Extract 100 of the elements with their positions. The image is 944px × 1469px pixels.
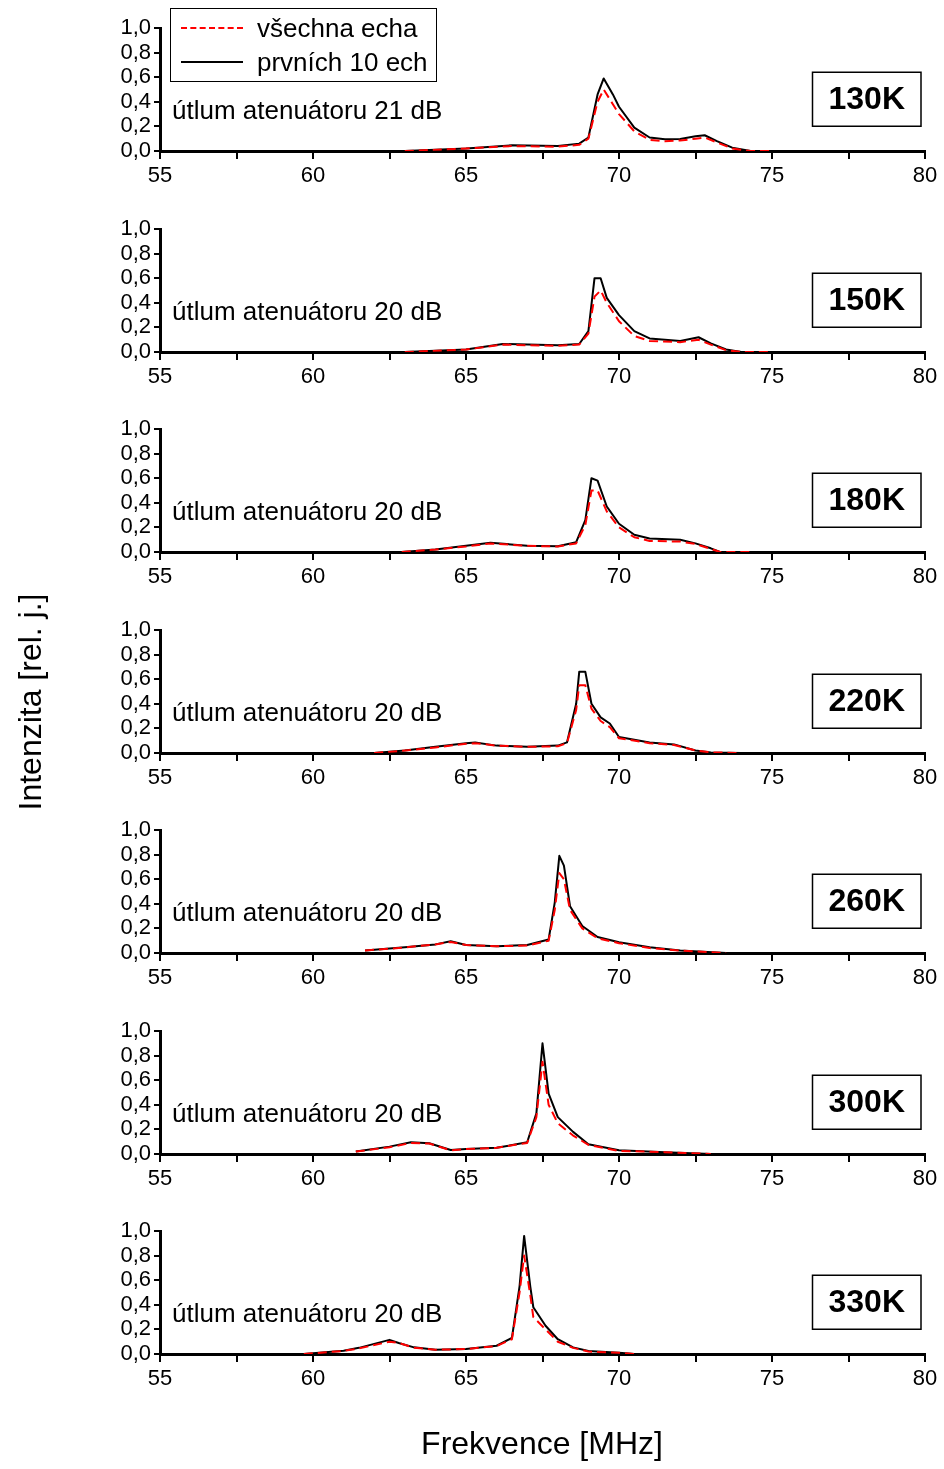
x-tick-label: 60: [300, 162, 326, 188]
annotation: útlum atenuátoru 20 dB: [172, 1297, 443, 1328]
y-tick-label: 1,0: [120, 415, 151, 441]
x-tick-label: 80: [912, 1164, 938, 1190]
y-tick-label: 0,6: [120, 1266, 151, 1292]
annotation: útlum atenuátoru 20 dB: [172, 896, 443, 927]
y-tick-label: 0,8: [120, 38, 151, 64]
y-tick-label: 0,6: [120, 1065, 151, 1091]
x-tick-label: 70: [606, 563, 632, 589]
y-tick-label: 0,0: [120, 939, 151, 965]
x-tick-label: 65: [453, 1365, 479, 1391]
annotation: 330K: [828, 1283, 905, 1320]
y-tick-label: 0,0: [120, 1139, 151, 1165]
y-tick-label: 1,0: [120, 214, 151, 240]
y-tick-label: 0,6: [120, 63, 151, 89]
x-tick-label: 65: [453, 563, 479, 589]
x-tick-label: 65: [453, 763, 479, 789]
annotation: 130K: [828, 80, 905, 117]
x-tick-label: 80: [912, 763, 938, 789]
annotation: 220K: [828, 681, 905, 718]
x-tick-label: 80: [912, 1365, 938, 1391]
y-tick-label: 0,4: [120, 488, 151, 514]
y-tick-label: 0,2: [120, 312, 151, 338]
x-tick-label: 60: [300, 1164, 326, 1190]
x-tick-label: 80: [912, 563, 938, 589]
annotation: útlum atenuátoru 21 dB: [172, 94, 443, 125]
y-tick-label: 0,6: [120, 263, 151, 289]
y-tick-label: 1,0: [120, 1016, 151, 1042]
x-tick-label: 70: [606, 964, 632, 990]
x-tick-label: 65: [453, 1164, 479, 1190]
x-tick-label: 80: [912, 362, 938, 388]
x-tick-label: 80: [912, 162, 938, 188]
y-tick-label: 0,0: [120, 137, 151, 163]
y-tick-label: 0,2: [120, 112, 151, 138]
x-tick-label: 55: [147, 1365, 173, 1391]
x-tick-label: 60: [300, 1365, 326, 1391]
annotation: útlum atenuátoru 20 dB: [172, 1097, 443, 1128]
x-tick-label: 75: [759, 1164, 785, 1190]
y-tick-label: 0,4: [120, 689, 151, 715]
x-tick-label: 70: [606, 162, 632, 188]
y-tick-label: 0,8: [120, 840, 151, 866]
x-tick-label: 60: [300, 964, 326, 990]
legend-label: prvních 10 ech: [257, 46, 428, 78]
y-tick-label: 1,0: [120, 1217, 151, 1243]
x-tick-label: 75: [759, 362, 785, 388]
y-tick-label: 0,0: [120, 1340, 151, 1366]
x-tick-label: 75: [759, 964, 785, 990]
annotation: útlum atenuátoru 20 dB: [172, 495, 443, 526]
y-tick-label: 0,4: [120, 1290, 151, 1316]
y-tick-label: 0,8: [120, 1041, 151, 1067]
x-tick-label: 75: [759, 162, 785, 188]
y-tick-label: 0,6: [120, 464, 151, 490]
annotation: 300K: [828, 1082, 905, 1119]
x-tick-label: 55: [147, 964, 173, 990]
x-tick-label: 60: [300, 763, 326, 789]
y-tick-label: 0,6: [120, 664, 151, 690]
y-tick-label: 1,0: [120, 615, 151, 641]
y-tick-label: 0,2: [120, 1315, 151, 1341]
x-tick-label: 55: [147, 1164, 173, 1190]
x-tick-label: 65: [453, 162, 479, 188]
y-tick-label: 0,2: [120, 1114, 151, 1140]
y-tick-label: 0,6: [120, 865, 151, 891]
x-tick-label: 70: [606, 763, 632, 789]
annotation: 260K: [828, 882, 905, 919]
x-tick-label: 55: [147, 362, 173, 388]
y-axis-title: Intenzita [rel. j.]: [11, 593, 49, 810]
annotation: útlum atenuátoru 20 dB: [172, 295, 443, 326]
y-tick-label: 0,0: [120, 738, 151, 764]
y-tick-label: 0,0: [120, 538, 151, 564]
x-tick-label: 60: [300, 362, 326, 388]
x-tick-label: 55: [147, 563, 173, 589]
y-tick-label: 1,0: [120, 816, 151, 842]
y-tick-label: 0,4: [120, 1090, 151, 1116]
y-tick-label: 1,0: [120, 14, 151, 40]
x-tick-label: 65: [453, 362, 479, 388]
x-tick-label: 70: [606, 1164, 632, 1190]
x-tick-label: 60: [300, 563, 326, 589]
x-tick-label: 55: [147, 763, 173, 789]
y-tick-label: 0,8: [120, 439, 151, 465]
x-tick-label: 75: [759, 563, 785, 589]
y-tick-label: 0,2: [120, 513, 151, 539]
y-tick-label: 0,8: [120, 1241, 151, 1267]
annotation: 180K: [828, 481, 905, 518]
x-tick-label: 70: [606, 1365, 632, 1391]
x-tick-label: 80: [912, 964, 938, 990]
y-tick-label: 0,8: [120, 239, 151, 265]
y-tick-label: 0,0: [120, 337, 151, 363]
x-axis-title: Frekvence [MHz]: [421, 1425, 663, 1462]
y-tick-label: 0,4: [120, 889, 151, 915]
y-tick-label: 0,4: [120, 87, 151, 113]
y-tick-label: 0,2: [120, 914, 151, 940]
x-tick-label: 75: [759, 763, 785, 789]
y-tick-label: 0,4: [120, 288, 151, 314]
x-tick-label: 75: [759, 1365, 785, 1391]
legend-label: všechna echa: [257, 12, 418, 44]
x-tick-label: 55: [147, 162, 173, 188]
y-tick-label: 0,2: [120, 713, 151, 739]
annotation: útlum atenuátoru 20 dB: [172, 696, 443, 727]
x-tick-label: 70: [606, 362, 632, 388]
x-tick-label: 65: [453, 964, 479, 990]
